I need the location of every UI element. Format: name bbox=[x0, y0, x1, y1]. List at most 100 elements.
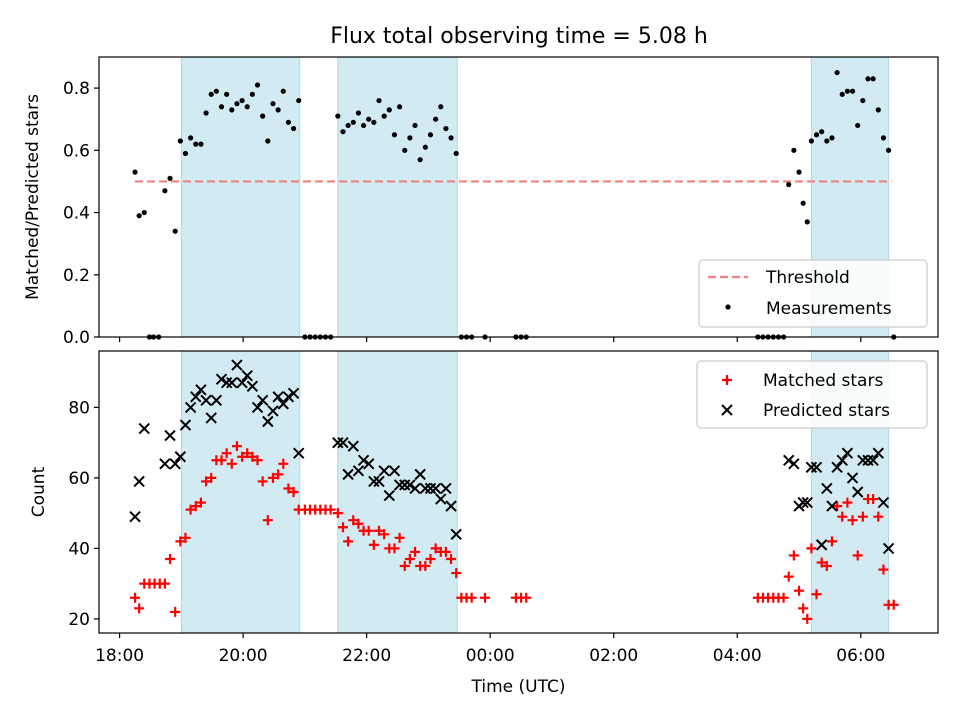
measurement-point bbox=[376, 97, 382, 104]
matched-point bbox=[165, 553, 176, 564]
legend-matched-swatch bbox=[722, 375, 732, 385]
x-tick-label: 02:00 bbox=[589, 646, 638, 666]
x-tick-label: 06:00 bbox=[836, 646, 885, 666]
legend-measurement-swatch bbox=[725, 304, 731, 310]
predicted-point bbox=[174, 451, 187, 463]
y-tick-label: 80 bbox=[68, 398, 90, 418]
measurement-point bbox=[438, 104, 444, 110]
predicted-point bbox=[801, 496, 813, 509]
matched-point bbox=[221, 448, 232, 459]
matched-point bbox=[446, 553, 457, 564]
measurement-point bbox=[162, 188, 168, 194]
matched-point bbox=[857, 511, 868, 522]
predicted-point bbox=[435, 493, 447, 505]
y-tick-label: 0.8 bbox=[63, 79, 90, 99]
predicted-point bbox=[788, 458, 800, 470]
predicted-point bbox=[241, 369, 253, 382]
measurement-point bbox=[172, 228, 178, 234]
matched-point bbox=[332, 508, 343, 519]
measurement-point bbox=[224, 91, 230, 97]
measurement-point bbox=[366, 116, 372, 122]
matched-point bbox=[420, 561, 431, 572]
predicted-point bbox=[419, 482, 432, 495]
matched-point bbox=[440, 546, 451, 557]
predicted-point bbox=[810, 461, 823, 474]
matched-point bbox=[404, 553, 415, 564]
predicted-point bbox=[337, 436, 349, 449]
predicted-point bbox=[872, 447, 884, 459]
measurement-point bbox=[834, 69, 840, 76]
matched-point bbox=[832, 501, 843, 512]
measurement-point bbox=[808, 138, 814, 144]
legend-matched-label: Matched stars bbox=[763, 371, 883, 391]
y-tick-label: 60 bbox=[68, 469, 90, 489]
measurement-point bbox=[290, 125, 297, 132]
predicted-point bbox=[342, 468, 354, 481]
predicted-point bbox=[195, 384, 207, 396]
measurement-point bbox=[829, 135, 835, 141]
measurement-point bbox=[844, 88, 851, 94]
matched-point bbox=[353, 518, 364, 529]
matched-point bbox=[521, 592, 532, 603]
measurement-point bbox=[285, 119, 292, 125]
measurement-point bbox=[849, 88, 856, 94]
y-tick-label: 20 bbox=[68, 610, 90, 630]
predicted-point bbox=[179, 419, 192, 431]
matched-point bbox=[466, 592, 477, 603]
measurement-point bbox=[786, 181, 792, 188]
predicted-point bbox=[846, 472, 859, 484]
predicted-point bbox=[429, 482, 442, 495]
measurement-point bbox=[280, 88, 286, 94]
predicted-point bbox=[332, 436, 344, 449]
y-tick-label: 0.0 bbox=[63, 328, 90, 348]
matched-point bbox=[802, 613, 813, 624]
matched-point bbox=[842, 497, 853, 508]
legend-predicted-swatch bbox=[721, 404, 733, 416]
measurement-point bbox=[412, 122, 418, 129]
measurement-point bbox=[345, 122, 351, 129]
predicted-point bbox=[826, 500, 838, 512]
matched-point bbox=[325, 504, 336, 515]
matched-point bbox=[778, 592, 789, 603]
measurement-point bbox=[198, 141, 204, 147]
matched-point bbox=[170, 606, 181, 617]
matched-point bbox=[175, 536, 186, 547]
predicted-point bbox=[399, 479, 411, 491]
predicted-point bbox=[851, 486, 864, 498]
predicted-point bbox=[352, 465, 365, 477]
predicted-point bbox=[169, 458, 181, 470]
matched-point bbox=[480, 592, 491, 603]
predicted-point bbox=[841, 447, 854, 459]
predicted-point bbox=[231, 359, 243, 371]
x-tick-label: 04:00 bbox=[713, 646, 762, 666]
measurement-point bbox=[813, 132, 820, 138]
matched-point bbox=[425, 553, 436, 564]
matched-point bbox=[348, 515, 359, 526]
predicted-point bbox=[867, 454, 879, 466]
measurement-point bbox=[335, 113, 341, 119]
matched-point bbox=[368, 539, 379, 550]
matched-point bbox=[195, 497, 206, 508]
matched-point bbox=[816, 557, 827, 568]
measurement-point bbox=[371, 119, 377, 125]
matched-point bbox=[278, 458, 289, 469]
predicted-point bbox=[251, 401, 264, 414]
predicted-point bbox=[210, 394, 223, 407]
predicted-point bbox=[831, 461, 843, 474]
matched-point bbox=[180, 532, 191, 543]
legend-box bbox=[696, 360, 928, 429]
matched-point bbox=[201, 476, 212, 487]
predicted-point bbox=[347, 440, 359, 452]
legend-top: Threshold Measurements bbox=[698, 259, 928, 328]
predicted-point bbox=[184, 401, 197, 414]
predicted-point bbox=[293, 447, 305, 459]
matched-point bbox=[288, 487, 299, 497]
measurement-point bbox=[188, 135, 194, 141]
matched-point bbox=[206, 472, 217, 483]
legend-measurement-label: Measurements bbox=[766, 299, 892, 319]
axes-frame bbox=[98, 56, 939, 338]
matched-point bbox=[257, 476, 268, 487]
matched-point bbox=[410, 546, 421, 557]
predicted-point bbox=[805, 461, 818, 474]
predicted-point bbox=[363, 458, 375, 470]
